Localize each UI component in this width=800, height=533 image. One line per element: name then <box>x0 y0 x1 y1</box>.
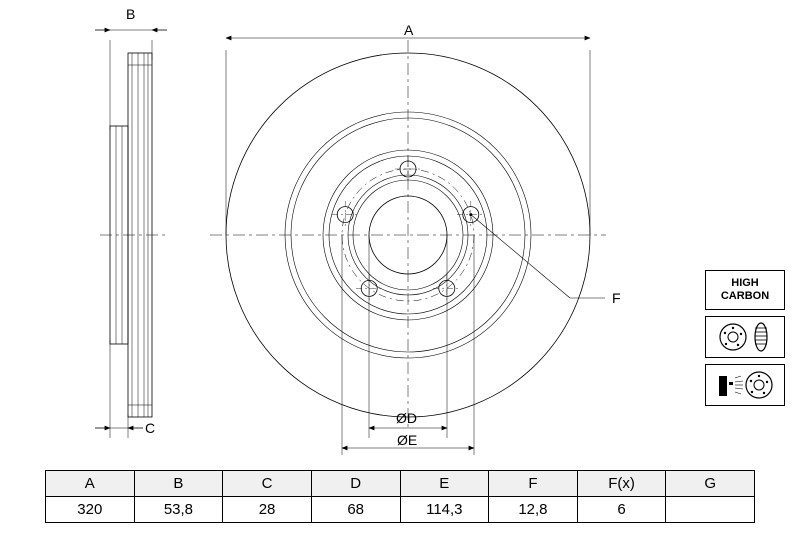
dimension-C <box>95 340 143 438</box>
col-E: E <box>400 471 489 497</box>
val-E: 114,3 <box>400 497 489 523</box>
col-F: F <box>489 471 578 497</box>
dimension-F <box>469 213 605 298</box>
technical-drawing <box>0 0 800 460</box>
dimensions-table: A B C D E F F(x) G 320 53,8 28 68 114,3 … <box>45 470 755 523</box>
val-Fx: 6 <box>577 497 666 523</box>
high-carbon-badge: HIGH CARBON <box>705 270 785 310</box>
label-D: ØD <box>396 410 417 426</box>
val-A: 320 <box>46 497 135 523</box>
coated-disc-icon <box>705 364 785 406</box>
label-A: A <box>404 22 413 38</box>
col-D: D <box>311 471 400 497</box>
label-E: ØE <box>397 432 417 448</box>
val-B: 53,8 <box>134 497 223 523</box>
col-Fx: F(x) <box>577 471 666 497</box>
val-G <box>666 497 755 523</box>
val-C: 28 <box>223 497 312 523</box>
col-G: G <box>666 471 755 497</box>
label-B: B <box>126 6 135 22</box>
col-B: B <box>134 471 223 497</box>
col-A: A <box>46 471 135 497</box>
table-data-row: 320 53,8 28 68 114,3 12,8 6 <box>46 497 755 523</box>
label-F: F <box>612 290 621 306</box>
dimension-B <box>95 30 167 130</box>
front-view <box>210 40 606 430</box>
ventilated-disc-icon <box>705 316 785 358</box>
table-header-row: A B C D E F F(x) G <box>46 471 755 497</box>
badge-column: HIGH CARBON <box>705 270 785 412</box>
label-C: C <box>145 420 155 436</box>
col-C: C <box>223 471 312 497</box>
val-F: 12,8 <box>489 497 578 523</box>
val-D: 68 <box>311 497 400 523</box>
